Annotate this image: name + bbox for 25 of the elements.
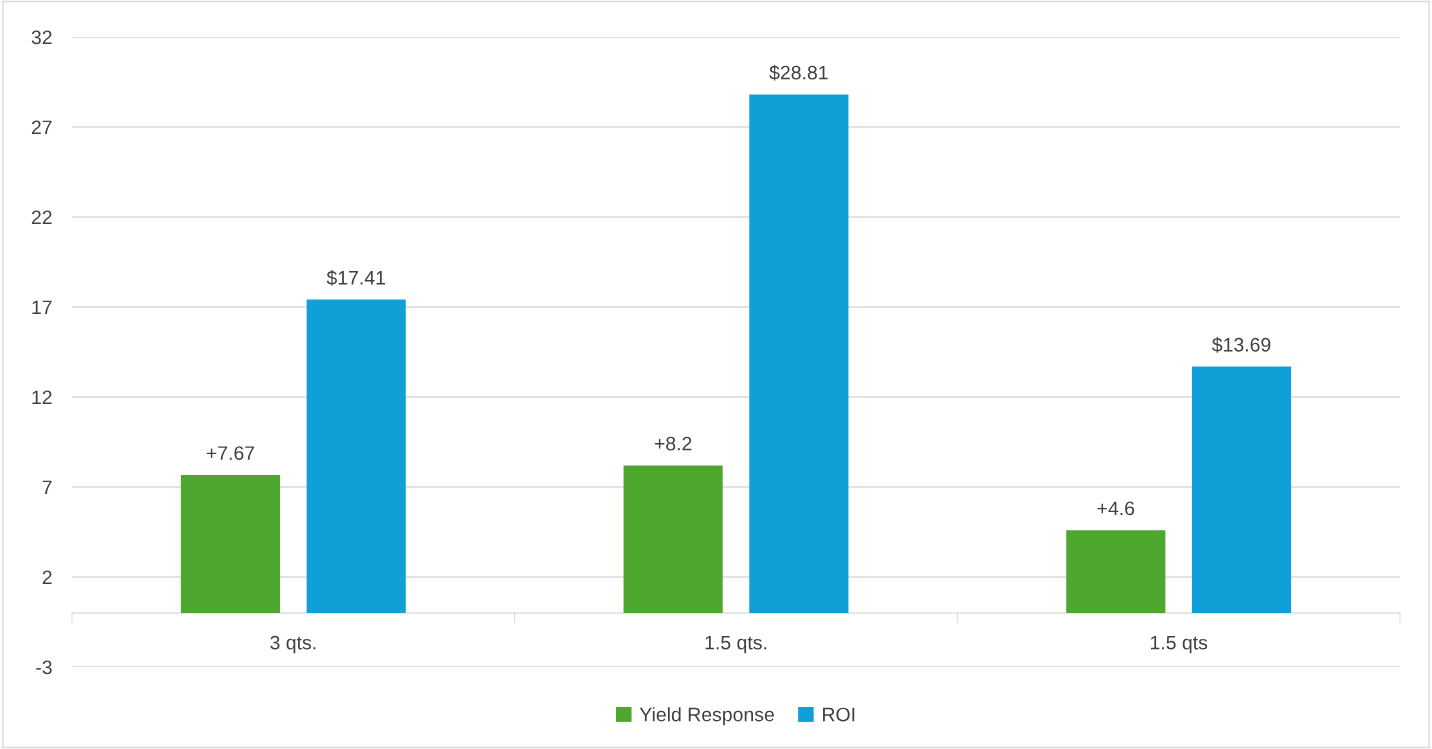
legend-label: Yield Response <box>639 707 774 726</box>
x-tick-label: 1.5 qts <box>1150 635 1208 654</box>
y-tick-label: 22 <box>31 210 52 225</box>
y-tick-label: 27 <box>31 120 52 135</box>
x-tick-label: 3 qts. <box>270 635 316 654</box>
bar <box>1191 366 1292 613</box>
data-label: $28.81 <box>769 64 828 81</box>
x-tick-label: 1.5 qts. <box>705 635 767 654</box>
bar <box>623 465 723 613</box>
bar <box>749 94 849 613</box>
data-label: $13.69 <box>1212 337 1271 353</box>
data-label: +8.2 <box>654 436 692 451</box>
legend-label: ROI <box>823 707 855 722</box>
data-label: $17.41 <box>326 270 385 286</box>
y-tick-label: 7 <box>42 480 52 495</box>
y-tick-label: 32 <box>31 30 52 45</box>
bar <box>1066 530 1166 613</box>
bar <box>306 299 406 613</box>
bar <box>180 474 281 613</box>
y-tick-label: 17 <box>32 300 52 315</box>
y-tick-label: 12 <box>32 390 52 405</box>
data-label: +7.67 <box>206 446 255 460</box>
data-label: +4.6 <box>1097 501 1135 516</box>
y-tick-label: -3 <box>36 660 52 675</box>
y-tick-label: 2 <box>42 570 52 585</box>
